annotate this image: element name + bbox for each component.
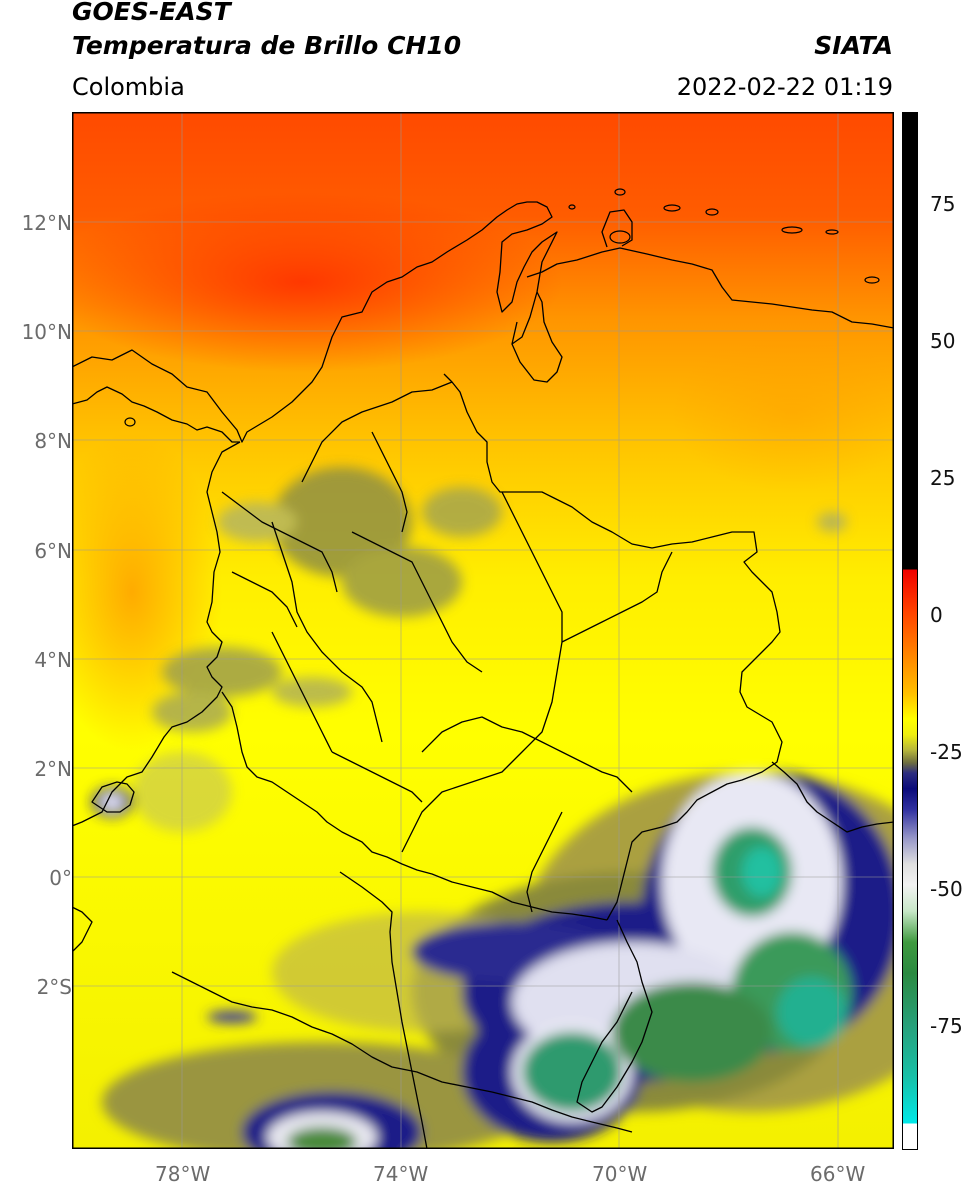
map-frame xyxy=(72,112,894,1149)
dept-lines-7 xyxy=(526,811,563,913)
warm-region-east xyxy=(672,332,894,492)
lat-tick-label: 0° xyxy=(49,866,72,890)
eastern-branch xyxy=(771,761,894,833)
dept-lines-9 xyxy=(231,571,298,628)
lat-tick-label: 8°N xyxy=(34,429,72,453)
lon-tick-label: 74°W xyxy=(373,1162,429,1186)
dept-lines-10 xyxy=(371,431,408,533)
dept-lines-11 xyxy=(271,631,333,753)
caribbean-coast xyxy=(72,201,558,443)
dept-lines-3 xyxy=(351,531,483,673)
brightness-temperature-map xyxy=(72,112,894,1149)
colombia-east-border xyxy=(443,373,783,921)
dept-lines-12 xyxy=(331,751,423,803)
region-label: Colombia xyxy=(72,73,185,101)
peru-colombia-border xyxy=(171,971,633,1133)
convective-system xyxy=(92,772,894,1149)
dept-lines-1 xyxy=(301,381,453,483)
lat-tick-label: 4°N xyxy=(34,648,72,672)
graticule xyxy=(72,112,894,1149)
product-title: Temperatura de Brillo CH10 xyxy=(72,31,462,60)
ecuador-coast xyxy=(72,906,93,953)
gorgona-island xyxy=(91,781,135,813)
source-label: SIATA xyxy=(814,31,893,60)
lat-tick-label: 12°N xyxy=(21,211,72,235)
satellite-title: GOES-EAST xyxy=(72,0,231,26)
dept-lines-8 xyxy=(221,491,338,593)
pacific-coast-north xyxy=(72,386,240,443)
lat-tick-label: 2°N xyxy=(34,757,72,781)
venezuela-coast xyxy=(526,247,894,329)
cloud-cells-andes xyxy=(132,467,847,832)
colorbar-tick-label: 25 xyxy=(930,466,956,490)
lat-tick-label: 2°S xyxy=(36,975,72,999)
colorbar-tick-label: 75 xyxy=(930,192,956,216)
lat-tick-label: 10°N xyxy=(21,320,72,344)
maracaibo-lake xyxy=(511,291,563,383)
dept-lines-4 xyxy=(401,491,563,853)
lat-tick-label: 6°N xyxy=(34,539,72,563)
colorbar xyxy=(902,112,918,1150)
paraguana xyxy=(601,209,633,248)
lon-tick-label: 66°W xyxy=(810,1162,866,1186)
coastlines-borders xyxy=(72,201,894,1149)
brazil-triangle xyxy=(576,919,653,1113)
colorbar-gradient xyxy=(902,112,918,1150)
colorbar-tick-label: -50 xyxy=(930,877,963,901)
colombia-border-south xyxy=(221,691,608,921)
amazon-rivers xyxy=(339,871,428,1149)
dept-lines-5 xyxy=(421,716,633,793)
colorbar-tick-label: -75 xyxy=(930,1014,963,1038)
colorbar-tick-label: 0 xyxy=(930,603,943,627)
dept-lines-6 xyxy=(561,551,673,643)
colorbar-tick-label: 50 xyxy=(930,329,956,353)
datetime-label: 2022-02-22 01:19 xyxy=(676,73,893,101)
warm-region xyxy=(72,192,562,372)
pacific-coast-colombia xyxy=(72,441,241,827)
dept-lines-2 xyxy=(271,521,383,743)
colorbar-tick-label: -25 xyxy=(930,740,963,764)
lon-tick-label: 70°W xyxy=(592,1162,648,1186)
islands xyxy=(124,188,880,427)
lon-tick-label: 78°W xyxy=(155,1162,211,1186)
